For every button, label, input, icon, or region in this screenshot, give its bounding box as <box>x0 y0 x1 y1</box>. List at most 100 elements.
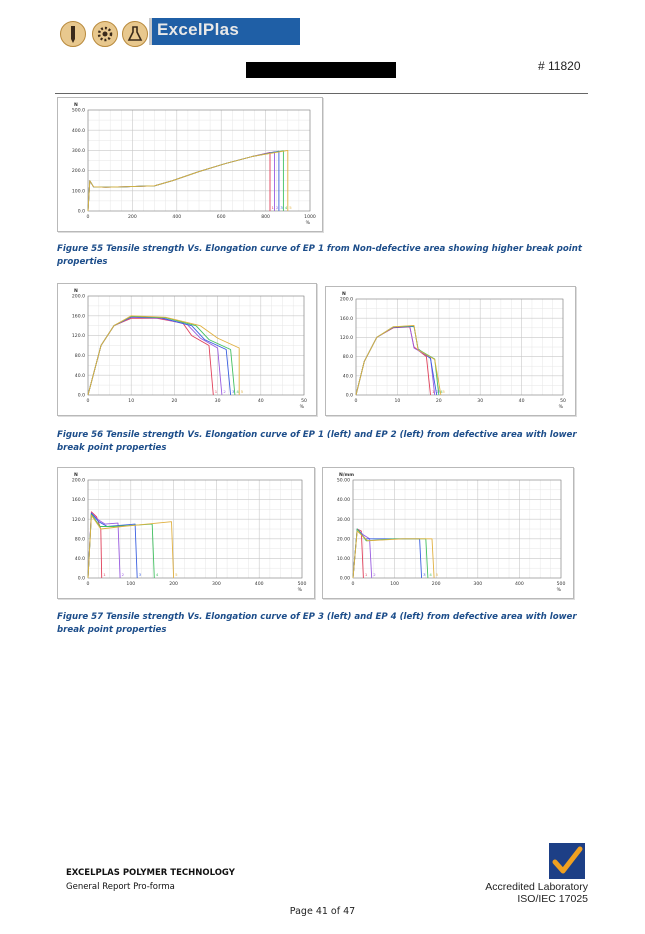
x-axis-label: % <box>559 404 564 410</box>
y-axis-label: N <box>74 102 78 108</box>
break-marker: 4 <box>429 572 432 577</box>
chart-fig57-left-svg: 0 100 200 300 400 500 0.0 40.0 80.0 120.0 160.0 200… <box>72 472 307 593</box>
y-tick-label: 200.0 <box>340 297 353 303</box>
series-line <box>87 514 175 579</box>
x-tick-label: 0 <box>87 398 90 404</box>
x-axis-label: % <box>298 587 303 593</box>
figure-55-caption: Figure 55 Tensile strength Vs. Elongatio… <box>57 244 582 267</box>
y-tick-label: 200.0 <box>72 168 85 174</box>
y-axis-label: N <box>74 472 78 478</box>
break-marker: 4 <box>285 205 288 210</box>
chart-fig56-left-svg: 0 10 20 30 40 50 0.0 40.0 80.0 120.0 160.0 200.0N% 1… <box>72 288 307 410</box>
gear-logo-icon <box>92 21 118 47</box>
header-divider <box>55 93 588 94</box>
break-marker: 4 <box>440 389 443 394</box>
break-marker: 3 <box>423 572 426 577</box>
x-axis-label: % <box>300 404 305 410</box>
y-tick-label: 0.0 <box>78 393 85 399</box>
redaction-bar <box>246 62 396 78</box>
y-tick-label: 40.0 <box>75 373 85 379</box>
y-tick-label: 160.0 <box>72 497 85 503</box>
plot-area <box>87 295 305 396</box>
accreditation-line2: ISO/IEC 17025 <box>517 893 588 905</box>
y-tick-label: 50.00 <box>337 478 350 484</box>
y-tick-label: 120.0 <box>340 335 353 341</box>
y-tick-label: 0.0 <box>78 209 85 215</box>
break-marker: 1 <box>432 389 435 394</box>
x-tick-label: 20 <box>436 398 442 404</box>
x-tick-label: 1000 <box>304 214 316 220</box>
excelplas-logo: ExcelPlas <box>149 18 300 45</box>
break-marker: 5 <box>175 572 178 577</box>
series-line <box>87 151 271 212</box>
x-tick-label: 0 <box>87 581 90 587</box>
break-marker: 1 <box>215 389 218 394</box>
x-tick-label: 50 <box>560 398 566 404</box>
chart-fig56-right-svg: 0 10 20 30 40 50 0.0 40.0 80.0 120.0 160.0 200.0N% 1… <box>340 291 566 410</box>
x-tick-label: 200 <box>432 581 441 587</box>
x-tick-label: 500 <box>557 581 566 587</box>
y-tick-label: 40.0 <box>343 373 353 379</box>
y-tick-label: 160.0 <box>340 316 353 322</box>
y-tick-label: 80.0 <box>75 536 85 542</box>
break-marker: 3 <box>139 572 142 577</box>
x-tick-label: 40 <box>519 398 525 404</box>
y-tick-label: 160.0 <box>72 313 85 319</box>
footer-subtitle: General Report Pro-forma <box>66 882 175 892</box>
y-tick-label: 200.0 <box>72 478 85 484</box>
y-axis-label: N <box>74 288 78 294</box>
y-tick-label: 300.0 <box>72 148 85 154</box>
break-marker: 3 <box>438 389 441 394</box>
flask-logo-icon <box>122 21 148 47</box>
y-tick-label: 10.00 <box>337 556 350 562</box>
y-tick-label: 80.0 <box>75 353 85 359</box>
y-axis-label: N/mm <box>339 472 354 478</box>
break-marker: 1 <box>272 205 275 210</box>
series-line <box>87 316 223 396</box>
series-line <box>355 324 442 396</box>
pencil-logo-icon <box>60 21 86 47</box>
plot-area <box>352 479 562 579</box>
x-tick-label: 0 <box>352 581 355 587</box>
series-line <box>355 325 436 396</box>
x-tick-label: 0 <box>87 214 90 220</box>
footer-company: EXCELPLAS POLYMER TECHNOLOGY <box>66 868 235 878</box>
y-tick-label: 400.0 <box>72 128 85 134</box>
series-line <box>352 528 364 579</box>
y-tick-label: 120.0 <box>72 333 85 339</box>
x-tick-label: 300 <box>473 581 482 587</box>
break-marker: 2 <box>223 389 226 394</box>
series-line <box>87 149 289 212</box>
brand-name: ExcelPlas <box>157 20 240 39</box>
plot-area <box>87 109 311 212</box>
chart-fig56-right: 0 10 20 30 40 50 0.0 40.0 80.0 120.0 160.0 200.0 N% 1… <box>325 286 576 416</box>
series-line <box>87 315 240 396</box>
break-marker: 3 <box>232 389 235 394</box>
accreditation-line1: Accredited Laboratory <box>485 881 588 893</box>
y-tick-label: 200.0 <box>72 294 85 300</box>
page-number: Page 41 of 47 <box>289 906 356 917</box>
y-tick-label: 0.00 <box>340 576 350 582</box>
break-marker: 4 <box>236 389 239 394</box>
chart-fig57-right-svg: 0 100 200 300 400 500 0.00 10.00 20.00 30.00 40.00… <box>337 472 566 593</box>
y-tick-label: 40.00 <box>337 497 350 503</box>
x-tick-label: 10 <box>394 398 400 404</box>
y-tick-label: 500.0 <box>72 108 85 114</box>
series-line <box>355 326 431 396</box>
break-marker: 2 <box>436 389 439 394</box>
accreditation-text: Accredited Laboratory ISO/IEC 17025 <box>470 881 588 905</box>
x-axis-label: % <box>306 220 311 226</box>
break-marker: 5 <box>442 389 445 394</box>
document-number: # 11820 <box>538 59 581 73</box>
break-marker: 5 <box>289 205 292 210</box>
x-tick-label: 30 <box>477 398 483 404</box>
x-tick-label: 200 <box>169 581 178 587</box>
x-tick-label: 500 <box>298 581 307 587</box>
y-tick-label: 120.0 <box>72 517 85 523</box>
break-marker: 2 <box>276 205 279 210</box>
chart-fig56-left: 0 10 20 30 40 50 0.0 40.0 80.0 120.0 160.0 200.0 N% 1… <box>57 283 317 416</box>
break-marker: 1 <box>365 572 368 577</box>
x-tick-label: 800 <box>261 214 270 220</box>
y-tick-label: 0.0 <box>78 576 85 582</box>
x-tick-label: 20 <box>171 398 177 404</box>
